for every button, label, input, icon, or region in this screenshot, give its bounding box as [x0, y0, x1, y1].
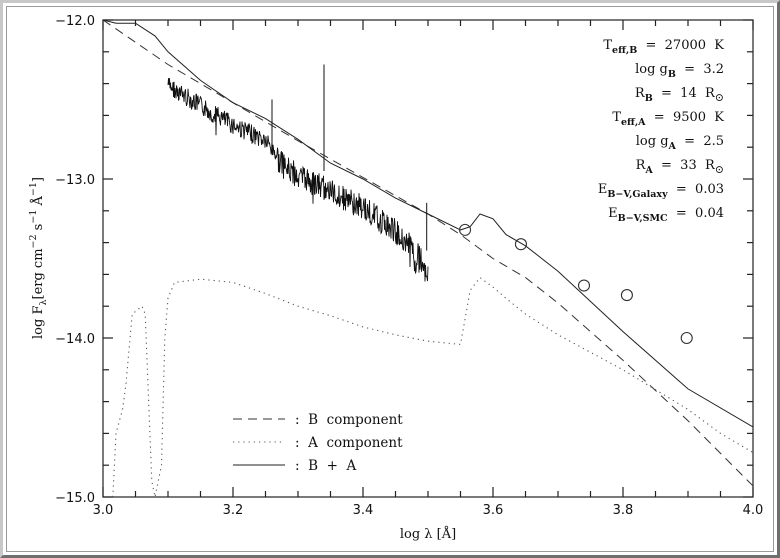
observed-spectrum-line	[167, 78, 429, 282]
x-tick-label: 3.2	[223, 503, 244, 518]
photometry-point	[680, 331, 693, 345]
x-tick-label: 4.0	[743, 503, 764, 518]
legend-label: : B component	[295, 412, 403, 428]
legend: : B component : A component : B + A	[233, 412, 403, 474]
x-axis-title: log λ [Å]	[400, 526, 456, 542]
y-axis-title-exp2: −1	[28, 210, 39, 224]
b-a-line	[103, 20, 753, 428]
legend-label: : B + A	[295, 458, 357, 474]
parameter-annotation: log gA = 2.5	[636, 134, 724, 152]
y-axis-title-sub: λ	[38, 300, 49, 306]
y-axis-title-units3: Å	[30, 195, 46, 209]
a-component-line	[112, 276, 753, 497]
parameter-annotation: EB−V,SMC = 0.04	[608, 206, 724, 224]
x-tick-label: 3.6	[483, 503, 504, 518]
photometry-point	[458, 223, 472, 236]
parameter-annotation: EB−V,Galaxy = 0.03	[598, 182, 724, 200]
photometry-point	[514, 238, 528, 251]
y-tick-label: −14.0	[55, 332, 95, 347]
y-axis-title-units: [erg cm	[31, 248, 46, 299]
axes: 3.0 3.2 3.4 3.6 3.8 4.0 −12.0 −13.0 −14.0 −15.0	[55, 14, 763, 518]
photometry-point	[620, 289, 633, 302]
x-tick-label: 3.4	[353, 503, 374, 518]
y-axis-title-main: log F	[31, 306, 46, 339]
svg-text:log Fλ[erg cm−2 s−1 Å−1]: log Fλ[erg cm−2 s−1 Å−1]	[28, 177, 49, 339]
y-axis-title: log Fλ[erg cm−2 s−1 Å−1]	[28, 177, 49, 339]
y-axis-title-exp3: −1	[28, 182, 39, 196]
parameter-annotation: Teff,A = 9500 K	[612, 110, 724, 128]
y-axis-title-units2: s	[31, 224, 46, 235]
series-layer	[103, 20, 753, 497]
y-axis-title-exp1: −2	[28, 234, 39, 248]
y-tick-label: −13.0	[55, 173, 95, 188]
parameter-annotation: log gB = 3.2	[635, 62, 724, 80]
y-axis-title-close: ]	[31, 177, 46, 182]
legend-label: : A component	[295, 435, 403, 451]
y-tick-label: −15.0	[55, 491, 95, 506]
parameter-annotations: Teff,B = 27000 K log gB = 3.2 RB = 14 R⊙ Te…	[598, 38, 724, 224]
photometry-point	[577, 279, 591, 292]
y-tick-label: −12.0	[55, 14, 95, 29]
figure-inner-border	[6, 6, 774, 552]
parameter-annotation: RB = 14 R⊙	[635, 86, 724, 104]
x-tick-label: 3.8	[613, 503, 634, 518]
parameter-annotation: RA = 33 R⊙	[636, 158, 724, 176]
x-tick-label: 3.0	[93, 503, 114, 518]
parameter-annotation: Teff,B = 27000 K	[603, 38, 724, 56]
